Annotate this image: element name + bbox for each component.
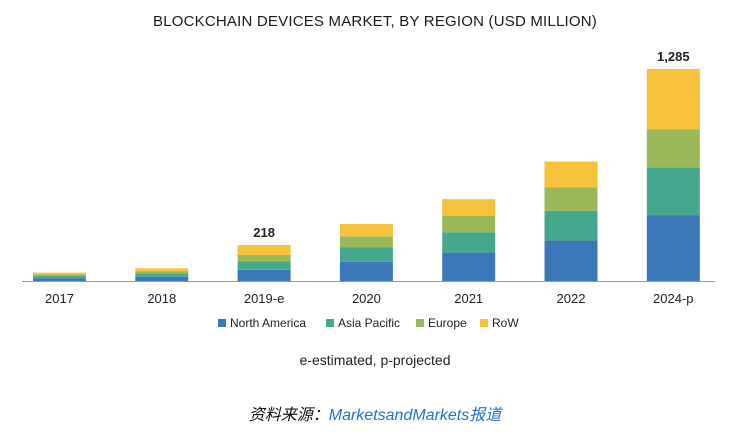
bar-segment-europe	[544, 187, 598, 211]
bar-segment-europe	[33, 274, 86, 277]
bar-segment-north-america	[33, 278, 86, 281]
bar-segment-asia-pacific	[33, 276, 86, 279]
x-tick-label: 2019-e	[244, 291, 284, 306]
bar-segment-asia-pacific	[237, 261, 291, 270]
bar-segment-europe	[646, 129, 700, 168]
legend-label: Asia Pacific	[338, 316, 400, 330]
x-tick-label: 2022	[557, 291, 586, 306]
x-tick-label: 2020	[352, 291, 381, 306]
bar-segment-europe	[339, 236, 393, 248]
source-prefix: 资料来源：	[248, 407, 329, 424]
bar-segment-row	[646, 69, 700, 130]
legend-label: Europe	[428, 316, 467, 330]
bar-segment-row	[33, 272, 86, 275]
bar-segment-row	[544, 161, 598, 188]
footnote: e-estimated, p-projected	[299, 352, 451, 368]
bar-segment-north-america	[646, 215, 700, 281]
bar-segment-asia-pacific	[442, 232, 496, 253]
bar-segment-north-america	[544, 240, 598, 281]
bar-segment-north-america	[442, 252, 496, 281]
bar-segment-asia-pacific	[544, 210, 598, 241]
bar-segment-north-america	[237, 269, 291, 281]
source-line: 资料来源：MarketsandMarkets报道	[0, 401, 750, 425]
bar-segment-row	[339, 223, 393, 237]
legend-swatch	[480, 319, 488, 327]
bar-segment-asia-pacific	[135, 273, 189, 277]
legend-label: RoW	[492, 316, 519, 330]
bar-segment-asia-pacific	[339, 247, 393, 262]
bar-segment-europe	[442, 215, 496, 233]
data-label: 1,285	[657, 49, 690, 64]
bar-segment-row	[135, 268, 189, 272]
stacked-bar-chart: 2017 2018 218 2019-e 2020 2021 2022 1,285 2024-p…	[22, 49, 715, 330]
bar-segment-north-america	[135, 276, 189, 281]
chart-title: BLOCKCHAIN DEVICES MARKET, BY REGION (US…	[153, 13, 597, 30]
legend-swatch	[218, 319, 226, 327]
bar-segment-asia-pacific	[646, 167, 700, 216]
x-tick-label: 2017	[45, 291, 74, 306]
legend-swatch	[416, 319, 424, 327]
x-tick-label: 2024-p	[653, 291, 693, 306]
bar-segment-row	[237, 245, 291, 255]
legend-label: North America	[230, 316, 306, 330]
bar-segment-europe	[135, 271, 189, 274]
data-label: 218	[253, 225, 275, 240]
x-tick-label: 2018	[147, 291, 176, 306]
bar-segment-europe	[237, 254, 291, 262]
x-tick-label: 2021	[454, 291, 483, 306]
bar-segment-north-america	[339, 261, 393, 281]
legend-swatch	[326, 319, 334, 327]
source-brand-link[interactable]: MarketsandMarkets报道	[328, 407, 502, 424]
bar-segment-row	[442, 199, 496, 216]
